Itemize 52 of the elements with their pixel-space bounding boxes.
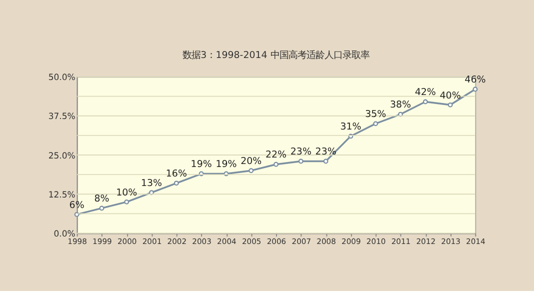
text: 35% [365, 109, 386, 120]
x-tick-label: 2007 [292, 237, 312, 246]
point [472, 86, 478, 92]
y-tick-label: 50.0% [48, 73, 76, 84]
x-tick-label: 2000 [117, 237, 137, 246]
text: 40% [440, 90, 461, 102]
text: 8% [94, 194, 110, 205]
text: 19% [216, 159, 237, 170]
text: 23% [315, 146, 336, 158]
x-tick-label: 2014 [466, 237, 486, 246]
x-tick-label: 2013 [441, 237, 461, 246]
y-tick-label: 12.5% [48, 190, 76, 200]
text: 20% [240, 156, 262, 167]
x-tick-label: 2002 [167, 237, 187, 246]
point [373, 121, 378, 126]
y-tick-label: 25.0% [48, 151, 76, 162]
point [124, 199, 130, 204]
x-tick-label: 1999 [92, 237, 112, 246]
x-tick-label: 2003 [192, 237, 212, 246]
text: 22% [265, 150, 287, 161]
x-tick-label: 1998 [68, 237, 88, 246]
y-tick-label: 37.5% [48, 112, 76, 122]
x-tick-label: 2001 [142, 237, 162, 246]
x-tick-label: 2008 [316, 237, 336, 246]
text: 31% [340, 122, 362, 133]
x-tick-label: 2006 [266, 237, 286, 246]
x-tick-label: 2012 [416, 237, 436, 246]
point [248, 168, 254, 174]
text: 46% [464, 74, 486, 86]
text: 10% [116, 187, 138, 198]
x-tick-label: 2010 [366, 237, 386, 246]
chart-title: 数据3：1998-2014 中国高考适龄人口录取率 [182, 50, 370, 61]
x-tick-label: 2009 [342, 237, 361, 246]
text: 16% [166, 168, 187, 180]
text: 38% [390, 100, 412, 111]
x-tick-label: 2005 [242, 237, 262, 246]
point [422, 99, 428, 104]
point [448, 102, 453, 108]
point [274, 162, 278, 167]
text: 6% [69, 200, 84, 211]
x-tick-label: 2011 [391, 237, 411, 246]
point [99, 206, 104, 211]
text: 42% [414, 87, 436, 98]
point [323, 158, 328, 164]
text: 23% [290, 146, 312, 158]
point [74, 212, 80, 217]
y-tick-label: 0.0% [54, 230, 76, 240]
point [174, 180, 179, 186]
point [298, 158, 304, 164]
x-tick-label: 2004 [217, 237, 237, 246]
text: 19% [190, 159, 212, 170]
text: 13% [141, 178, 162, 189]
